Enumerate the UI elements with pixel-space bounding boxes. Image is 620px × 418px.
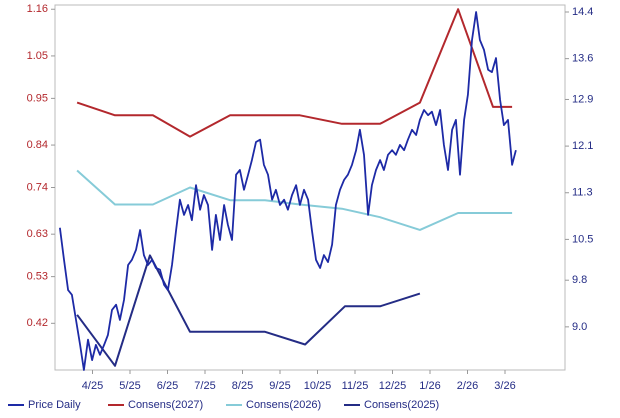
x-tick-label: 3/26 [494, 380, 515, 392]
x-tick-label: 6/25 [157, 380, 178, 392]
x-tick-label: 7/25 [194, 380, 215, 392]
x-tick-label: 9/25 [269, 380, 290, 392]
legend-label: Price Daily [28, 399, 81, 411]
series-line [76, 8, 513, 138]
plot-frame [54, 4, 566, 371]
y2-tick-label: 14.4 [572, 6, 593, 18]
y2-tick-label: 13.6 [572, 53, 593, 65]
y2-tick-label: 9.8 [572, 274, 587, 286]
y-tick-label: 0.53 [27, 271, 48, 283]
y-tick-label: 0.74 [27, 181, 48, 193]
y-tick-label: 1.16 [27, 3, 48, 15]
legend-label: Consens(2025) [364, 399, 439, 411]
y2-tick-label: 10.5 [572, 233, 593, 245]
x-tick-label: 4/25 [82, 380, 103, 392]
y-tick-label: 1.05 [27, 50, 48, 62]
legend-label: Consens(2026) [246, 399, 321, 411]
y-tick-label: 0.95 [27, 92, 48, 104]
series-line [59, 11, 517, 371]
x-tick-label: 1/26 [419, 380, 440, 392]
x-tick-label: 10/25 [304, 380, 332, 392]
legend-label: Consens(2027) [128, 399, 203, 411]
x-tick-label: 12/25 [379, 380, 407, 392]
x-tick-label: 8/25 [232, 380, 253, 392]
y2-tick-label: 9.0 [572, 321, 587, 333]
x-tick-label: 5/25 [119, 380, 140, 392]
y-tick-label: 0.63 [27, 228, 48, 240]
x-tick-label: 2/26 [457, 380, 478, 392]
y2-tick-label: 11.3 [572, 187, 593, 199]
x-tick-label: 11/25 [342, 380, 369, 392]
y2-tick-label: 12.9 [572, 93, 593, 105]
y-tick-label: 0.84 [27, 139, 48, 151]
y-tick-label: 0.42 [27, 317, 48, 329]
y2-tick-label: 12.1 [572, 140, 593, 152]
series-line [76, 254, 421, 367]
